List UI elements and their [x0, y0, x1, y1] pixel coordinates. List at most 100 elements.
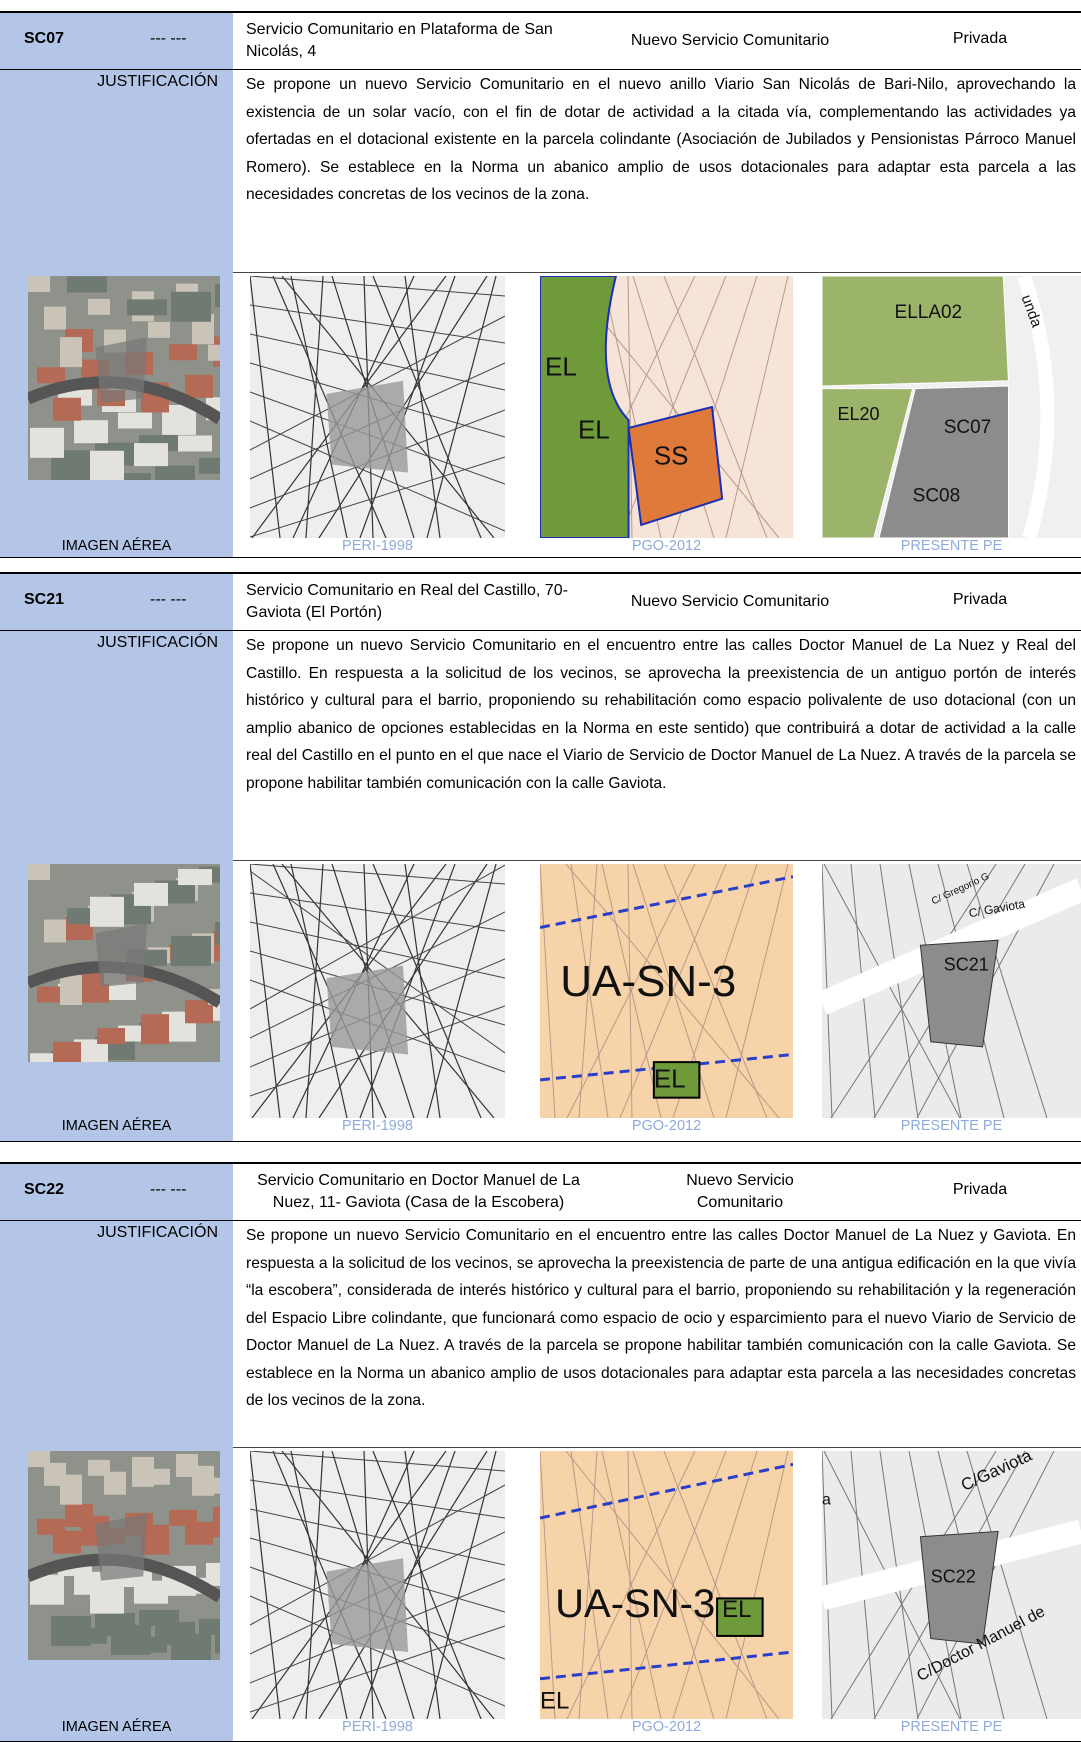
- roof: [134, 1580, 168, 1604]
- map-label: EL20: [838, 404, 880, 424]
- image-panel: UA-SN-3 EL: [540, 864, 793, 1118]
- section-ownership: Privada: [952, 1181, 1008, 1198]
- roof: [67, 276, 107, 293]
- map-line: [570, 1451, 609, 1719]
- top-rule: [0, 1162, 1081, 1164]
- map: [250, 1451, 505, 1719]
- roof: [60, 337, 82, 368]
- map-line: [250, 921, 505, 979]
- image-caption: PGO-2012: [631, 1118, 702, 1134]
- image-panel: ELLA02 EL20 SC07 SC08 unda: [822, 276, 1081, 538]
- parcel: [878, 385, 1009, 538]
- image-caption: IMAGEN AÉREA: [61, 1118, 172, 1134]
- map-line: [578, 864, 598, 1118]
- map-line: [359, 864, 456, 1118]
- map-line: [250, 1451, 505, 1472]
- map: UA-SN-3 EL EL: [540, 1451, 793, 1719]
- image-caption: IMAGEN AÉREA: [61, 538, 172, 554]
- map-line: [250, 304, 505, 344]
- section-type: Nuevo Servicio Comunitario: [630, 593, 830, 610]
- map-line: [404, 276, 441, 538]
- image-rule: [233, 1447, 1081, 1448]
- roof: [215, 1630, 220, 1654]
- section-type: Nuevo Servicio Comunitario: [686, 1172, 794, 1211]
- section-dashes: --- ---: [150, 30, 187, 47]
- map-line: [250, 420, 505, 532]
- map-label: EL: [540, 1687, 569, 1714]
- roof: [215, 284, 220, 308]
- map-label: SC22: [931, 1566, 976, 1586]
- map-label: a: [822, 1492, 831, 1509]
- map-label: EL: [545, 352, 577, 382]
- justification-text: Se propone un nuevo Servicio Comunitario…: [246, 1227, 1076, 1409]
- section-code: SC21: [24, 591, 65, 608]
- section-ownership: Privada: [952, 591, 1008, 608]
- roof: [199, 457, 220, 474]
- justification-label: JUSTIFICACIÓN: [97, 1224, 218, 1241]
- image-caption: PGO-2012: [631, 538, 702, 554]
- map-line: [250, 870, 505, 1054]
- section-code: SC22: [24, 1181, 65, 1198]
- map-label: UA-SN-3: [555, 1582, 715, 1626]
- parcel: [95, 337, 148, 403]
- roof: [178, 435, 212, 452]
- boundary: [540, 1053, 793, 1082]
- map-line: [404, 1451, 441, 1719]
- roof: [213, 930, 220, 961]
- map-line: [250, 864, 281, 1118]
- roof: [44, 306, 66, 330]
- roof: [171, 291, 211, 322]
- justification-label: JUSTIFICACIÓN: [97, 73, 218, 90]
- roof: [148, 1468, 170, 1485]
- map-line: [426, 1451, 497, 1719]
- image-panel: C/Gaviota SC22 C/Doctor Manuel de a: [822, 1451, 1081, 1719]
- green-zone: [822, 388, 914, 538]
- roof: [127, 1636, 167, 1653]
- roof: [53, 397, 81, 421]
- roof: [148, 321, 170, 338]
- parcel: [627, 405, 724, 527]
- parcel: [326, 1558, 409, 1652]
- image-caption: PERI-1998: [342, 1118, 413, 1134]
- map-line: [372, 864, 482, 1118]
- header-rule: [0, 630, 1081, 631]
- roof: [74, 1039, 108, 1063]
- map-line: [305, 276, 324, 538]
- header-rule: [0, 69, 1081, 70]
- section-name: Servicio Comunitario en Doctor Manuel de…: [257, 1172, 580, 1211]
- map-line: [250, 1625, 505, 1713]
- map-line: [578, 1451, 598, 1719]
- map-line: [672, 1451, 758, 1719]
- map-line: [305, 1451, 324, 1719]
- top-rule: [0, 572, 1081, 574]
- roof: [185, 1521, 213, 1545]
- image-caption: PRESENTE PE: [900, 1719, 1003, 1735]
- map-line: [250, 1508, 505, 1566]
- roof: [127, 299, 167, 316]
- boundary: [540, 875, 793, 929]
- green-zone: [716, 1597, 764, 1637]
- map-line: [879, 864, 919, 1118]
- map-line: [290, 1451, 348, 1719]
- image-panel: [250, 864, 505, 1118]
- map-line: [250, 864, 505, 1010]
- map: EL EL SS: [540, 276, 793, 538]
- map-line: [627, 864, 633, 1118]
- map-line: [404, 864, 441, 1118]
- map-line: [565, 864, 780, 1118]
- map-line: [823, 864, 961, 1118]
- roof: [90, 896, 124, 927]
- map-label: UA-SN-3: [560, 957, 736, 1006]
- image-caption: PERI-1998: [342, 1719, 413, 1735]
- map-line: [250, 1451, 281, 1719]
- image-panel: UA-SN-3 EL EL: [540, 1451, 793, 1719]
- map: [250, 864, 505, 1118]
- roof: [208, 344, 220, 361]
- map-line: [725, 1451, 789, 1719]
- image-panel: [250, 1451, 505, 1719]
- map: [28, 276, 220, 481]
- map-line: [250, 276, 281, 538]
